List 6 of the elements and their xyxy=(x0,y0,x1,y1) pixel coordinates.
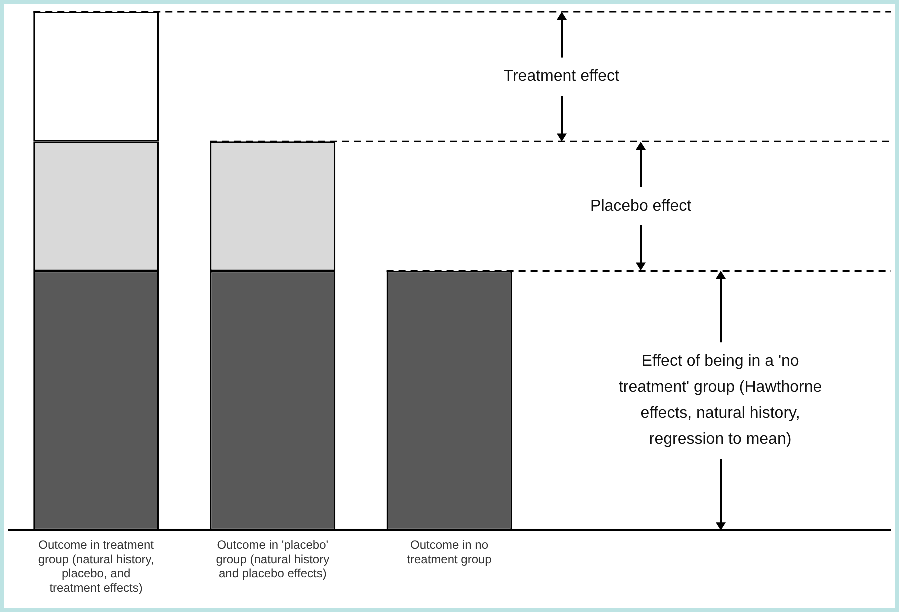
text: Placebo effect xyxy=(590,198,692,215)
x-tick-label: Outcome in 'placebo' group (natural history and placebo effects) xyxy=(216,538,330,581)
text: Effect of being in a 'no treatment' group (Hawthorne effects, natural history, regression to mean) xyxy=(618,353,822,448)
x-tick-label: Outcome in no treatment group xyxy=(407,538,492,566)
annotation: Treatment effect xyxy=(504,68,620,86)
x-tick-label: Outcome in treatment group (natural history, placebo, and treatment effects) xyxy=(38,538,155,596)
